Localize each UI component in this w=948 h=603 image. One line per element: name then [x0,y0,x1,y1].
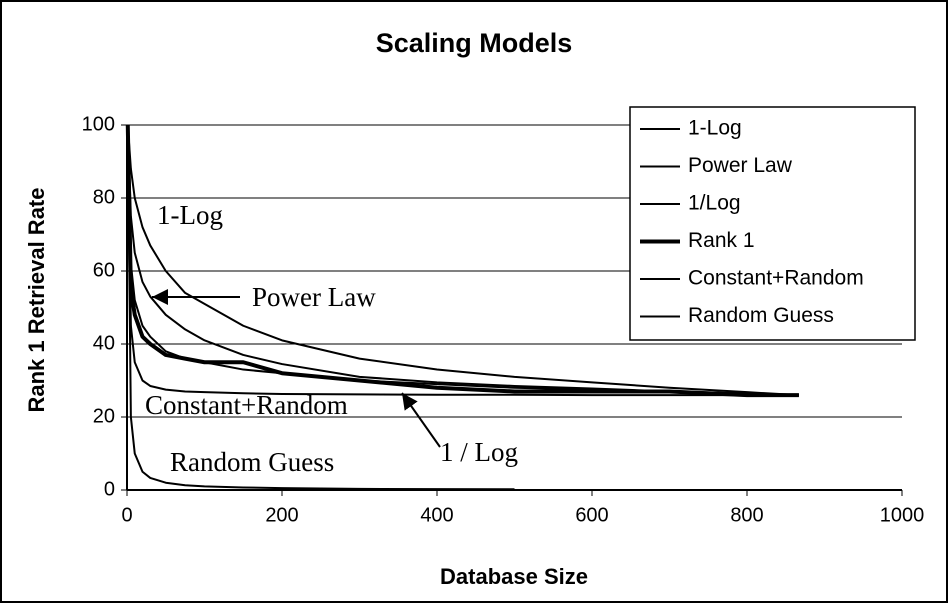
x-tick-label: 1000 [880,504,925,526]
y-tick-label: 100 [82,113,115,135]
x-tick-label: 400 [420,504,453,526]
legend-label: Rank 1 [688,229,755,252]
annotation: 1 / Log [440,437,518,467]
legend-label: Constant+Random [688,267,864,290]
legend-label: 1/Log [688,192,741,215]
legend-label: 1-Log [688,117,742,140]
x-tick-label: 0 [121,504,132,526]
x-tick-label: 200 [265,504,298,526]
annotation: 1-Log [157,200,223,230]
y-tick-label: 20 [93,405,115,427]
x-axis-label: Database Size [440,564,588,589]
legend-label: Random Guess [688,304,834,327]
x-tick-label: 800 [730,504,763,526]
y-tick-label: 80 [93,186,115,208]
y-tick-label: 40 [93,332,115,354]
annotation: Random Guess [170,447,334,477]
annotation: Power Law [252,282,376,312]
series-line [126,124,799,397]
chart-title: Scaling Models [376,28,573,58]
x-tick-label: 600 [575,504,608,526]
y-axis-label: Rank 1 Retrieval Rate [24,188,49,413]
arrow [401,392,441,448]
annotation: Constant+Random [145,390,348,420]
series-line [125,124,799,398]
series-line [126,124,799,397]
legend-box [629,106,916,341]
legend-label: Power Law [688,154,793,177]
y-tick-label: 0 [104,478,115,500]
series-line [126,124,515,491]
y-tick-label: 60 [93,259,115,281]
